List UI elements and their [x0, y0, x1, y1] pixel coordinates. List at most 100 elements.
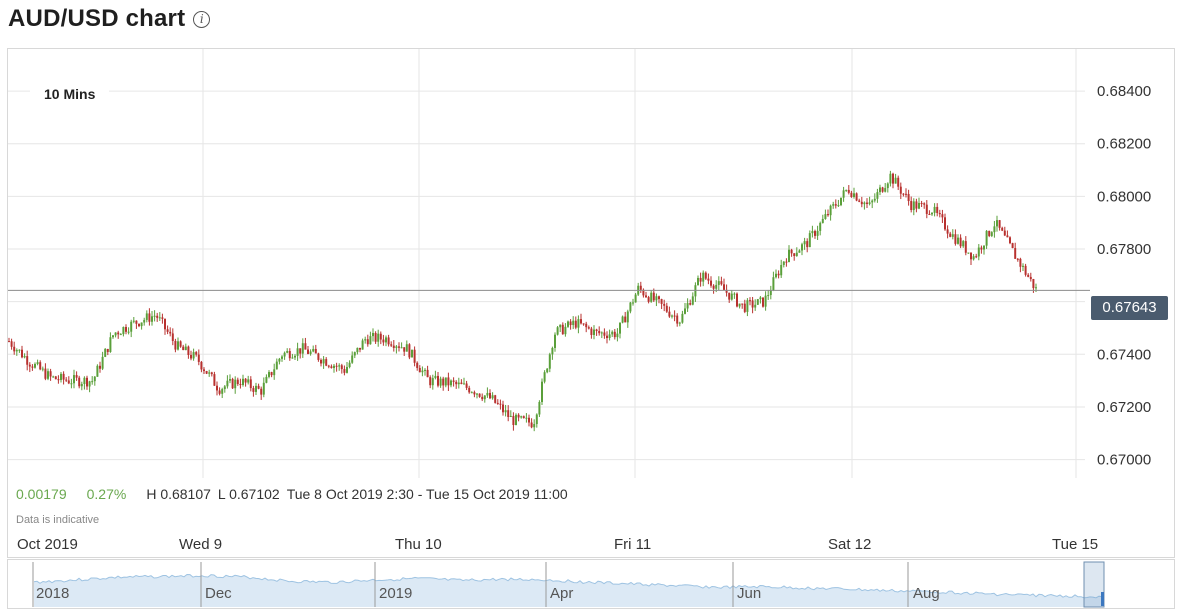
candle-body — [590, 328, 593, 335]
page-title: AUD/USD chart — [8, 5, 186, 32]
candle-body — [767, 295, 770, 297]
candle-body — [156, 315, 159, 318]
candle-body — [629, 302, 632, 312]
candle-body — [88, 381, 91, 387]
candle-body — [538, 402, 541, 415]
candle-body — [34, 363, 36, 368]
candle-body — [41, 368, 44, 370]
candle-body — [130, 321, 133, 332]
candle-body — [759, 297, 762, 300]
candle-body — [127, 331, 130, 333]
candle-body — [392, 345, 395, 348]
candle-body — [728, 292, 731, 300]
candle-body — [902, 193, 905, 195]
candle-body — [153, 315, 156, 317]
candle-body — [169, 331, 172, 334]
candle-body — [317, 353, 320, 360]
candle-body — [988, 230, 991, 236]
candle-body — [174, 340, 177, 350]
candle-body — [455, 381, 458, 385]
candle-body — [528, 417, 530, 423]
x-tick-label: Thu 10 — [395, 536, 442, 553]
candle-body — [621, 316, 624, 323]
candle-body — [577, 319, 580, 328]
candle-body — [574, 320, 577, 328]
candle-body — [788, 249, 790, 262]
candle-body — [218, 390, 221, 394]
candle-body — [673, 315, 676, 317]
candle-body — [691, 296, 694, 305]
candle-body — [819, 222, 822, 231]
candle-body — [491, 395, 494, 399]
candle-body — [294, 355, 296, 358]
candle-body — [140, 322, 143, 327]
candle-body — [915, 201, 918, 209]
candle-body — [101, 356, 104, 369]
interval-selector[interactable]: 10 Mins — [30, 84, 110, 104]
candle-body — [678, 322, 681, 324]
candle-body — [853, 193, 855, 198]
y-tick-label: 0.68400 — [1097, 83, 1151, 100]
candle-body — [832, 204, 835, 206]
navigator[interactable] — [7, 559, 1175, 609]
candle-body — [866, 202, 868, 204]
candle-body — [408, 344, 411, 358]
candle-body — [106, 348, 109, 352]
info-icon[interactable]: i — [193, 10, 211, 28]
candle-body — [548, 354, 551, 369]
candle-body — [421, 370, 424, 373]
candle-body — [257, 385, 260, 389]
candle-body — [639, 285, 642, 290]
candle-body — [496, 402, 499, 404]
candle-body — [1024, 265, 1027, 275]
candle-body — [811, 231, 814, 234]
candle-body — [47, 371, 49, 379]
candle-body — [681, 313, 684, 323]
chart-frame — [7, 48, 1175, 558]
candle-body — [171, 333, 174, 341]
candle-body — [301, 343, 304, 354]
candle-body — [920, 202, 923, 204]
candle-body — [517, 414, 520, 418]
navigator-label: Apr — [550, 585, 574, 602]
candle-body — [470, 392, 473, 394]
y-tick-label: 0.68200 — [1097, 136, 1151, 153]
candle-body — [541, 381, 543, 403]
candle-body — [403, 347, 406, 352]
navigator-label: Jun — [737, 585, 762, 602]
candle-body — [593, 329, 595, 335]
candle-body — [182, 346, 185, 351]
candle-body — [884, 188, 887, 192]
candle-body — [437, 375, 439, 386]
candle-body — [717, 281, 720, 285]
candle-body — [416, 362, 419, 368]
candle-body — [619, 322, 621, 334]
candle-body — [665, 305, 668, 312]
y-tick-label: 0.68000 — [1097, 188, 1151, 205]
candle-body — [57, 379, 60, 381]
candle-body — [249, 379, 252, 389]
candle-body — [73, 375, 75, 384]
low-value: L 0.67102 — [217, 486, 280, 502]
candle-body — [494, 395, 497, 403]
candle-body — [418, 367, 421, 373]
candle-body — [1027, 274, 1030, 277]
candle-body — [863, 202, 866, 205]
candle-body — [364, 339, 367, 341]
candle-body — [504, 410, 507, 413]
candle-body — [795, 252, 798, 256]
candle-body — [933, 206, 936, 213]
candle-body — [138, 323, 140, 327]
candle-body — [704, 272, 707, 279]
candle-body — [135, 320, 138, 324]
candle-body — [411, 349, 413, 358]
candle-body — [145, 313, 148, 320]
candle-body — [879, 187, 881, 193]
candle-body — [122, 327, 125, 335]
candle-body — [769, 290, 772, 296]
date-range: Tue 8 Oct 2019 2:30 - Tue 15 Oct 2019 11… — [286, 486, 568, 502]
candle-body — [954, 234, 957, 244]
candle-body — [522, 416, 525, 418]
candle-body — [223, 386, 226, 390]
